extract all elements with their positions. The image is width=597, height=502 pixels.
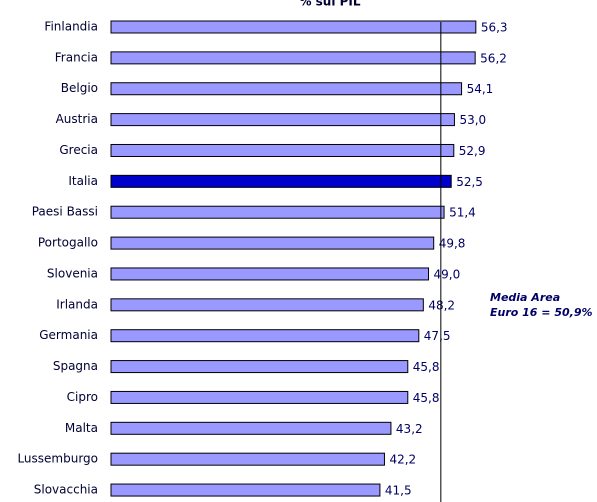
category-label: Francia	[55, 50, 98, 64]
category-label: Finlandia	[44, 20, 98, 34]
bar	[110, 143, 455, 157]
value-label: 49,0	[434, 267, 461, 281]
category-label: Italia	[68, 174, 98, 188]
category-label: Slovenia	[47, 266, 98, 280]
bar	[110, 20, 477, 34]
bar	[110, 174, 452, 188]
category-label: Malta	[65, 421, 98, 435]
category-label: Lussemburgo	[17, 452, 98, 466]
bar	[110, 82, 463, 96]
bar	[110, 51, 476, 65]
category-label: Portogallo	[38, 236, 98, 250]
chart-title: % sul PIL	[299, 0, 360, 9]
annotation: Euro 16 = 50,9%	[490, 306, 593, 319]
bar	[110, 421, 392, 435]
value-label: 53,0	[459, 113, 486, 127]
bar	[110, 390, 409, 404]
category-label: Paesi Bassi	[32, 205, 98, 219]
bar	[110, 113, 455, 127]
bar	[110, 205, 445, 219]
bar	[110, 452, 385, 466]
value-label: 48,2	[428, 298, 455, 312]
category-label: Slovacchia	[34, 483, 98, 497]
bar	[110, 298, 424, 312]
bar	[110, 236, 435, 250]
value-label: 45,8	[413, 391, 440, 405]
bar	[110, 267, 430, 281]
value-label: 52,5	[456, 175, 483, 189]
bar	[110, 360, 409, 374]
value-label: 42,2	[389, 453, 416, 467]
bar	[110, 483, 381, 497]
value-label: 47,5	[424, 329, 451, 343]
value-label: 52,9	[459, 144, 486, 158]
category-label: Grecia	[59, 143, 98, 157]
value-label: 51,4	[449, 206, 476, 220]
value-label: 43,2	[396, 422, 423, 436]
value-label: 45,8	[413, 360, 440, 374]
category-label: Irlanda	[56, 297, 98, 311]
category-label: Belgio	[61, 81, 98, 95]
category-label: Austria	[56, 112, 98, 126]
category-label: Germania	[39, 328, 98, 342]
value-label: 41,5	[385, 484, 412, 498]
annotation: Media Area	[490, 291, 560, 304]
category-label: Spagna	[53, 359, 98, 373]
bar	[110, 329, 420, 343]
value-label: 56,2	[480, 51, 507, 65]
value-label: 56,3	[481, 21, 508, 35]
value-label: 54,1	[467, 82, 494, 96]
category-label: Cipro	[67, 390, 98, 404]
value-label: 49,8	[439, 237, 466, 251]
